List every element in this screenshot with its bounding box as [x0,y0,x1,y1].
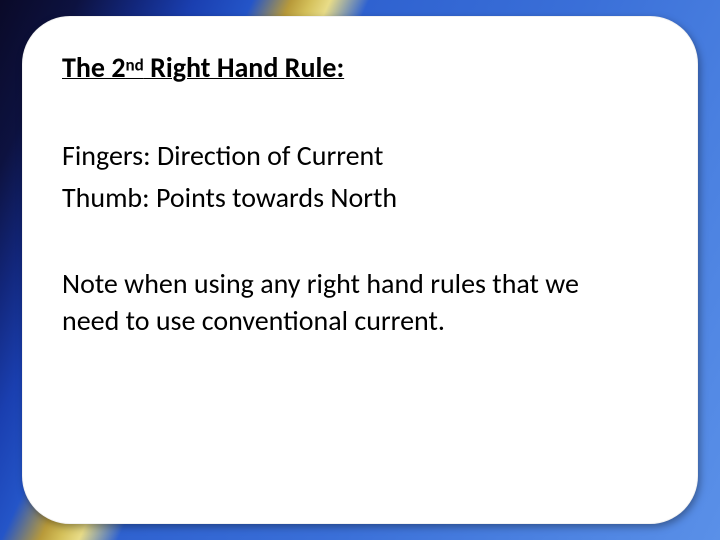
note-line-1: Note when using any right hand rules tha… [62,265,658,303]
title-prefix: The 2 [62,50,126,85]
content-card: The 2nd Right Hand Rule: Fingers: Direct… [22,16,698,524]
body-line-2: Thumb: Points towards North [62,179,658,217]
body-line-1: Fingers: Direction of Current [62,137,658,175]
slide-title: The 2nd Right Hand Rule: [62,50,658,85]
note-line-2: need to use conventional current. [62,302,658,340]
title-superscript: nd [126,55,144,76]
title-suffix: Right Hand Rule: [144,50,344,85]
